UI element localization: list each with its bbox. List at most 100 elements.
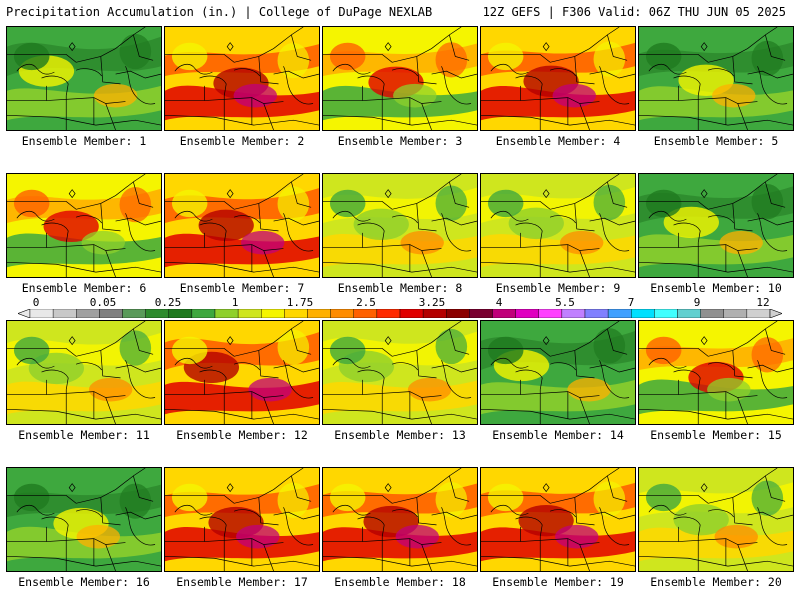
ensemble-member-label: Ensemble Member: 11 [18,428,150,442]
colorbar-segment [214,309,239,318]
ensemble-member-map-11[interactable] [6,320,162,425]
ensemble-member-label: Ensemble Member: 14 [492,428,624,442]
colorbar-segment [353,309,378,318]
ensemble-member-label: Ensemble Member: 1 [21,134,147,148]
ensemble-member-label: Ensemble Member: 7 [179,281,305,295]
ensemble-member-map-9[interactable] [480,173,636,278]
colorbar-min-arrow [18,309,31,318]
colorbar-segment [76,309,100,318]
ensemble-member-map-1[interactable] [6,26,162,131]
colorbar-segment [700,309,724,318]
colorbar-segment [515,309,539,318]
ensemble-member-map-14[interactable] [480,320,636,425]
colorbar-segment [607,309,632,318]
colorbar-segment [99,309,123,318]
colorbar-tick-label: 5.5 [555,296,575,309]
colorbar-tick-label: 2.5 [356,296,376,309]
colorbar-segment [746,309,771,318]
colorbar-tick-label: 3.25 [418,296,446,309]
precipitation-map [323,27,477,130]
ensemble-member-label: Ensemble Member: 3 [337,134,463,148]
precipitation-map [639,468,793,571]
colorbar-max-arrow [769,309,782,318]
precipitation-map [323,174,477,277]
precipitation-map [7,468,161,571]
ensemble-member-map-8[interactable] [322,173,478,278]
colorbar-segment [145,309,169,318]
ensemble-member-map-19[interactable] [480,467,636,572]
colorbar-segment [399,309,424,318]
ensemble-member-map-15[interactable] [638,320,794,425]
ensemble-member-map-17[interactable] [164,467,320,572]
ensemble-member-map-13[interactable] [322,320,478,425]
colorbar-tick-label: 1.75 [286,296,314,309]
ensemble-member-label: Ensemble Member: 8 [337,281,463,295]
precipitation-map [481,468,635,571]
colorbar-tick-label: 9 [693,296,701,309]
ensemble-member-label: Ensemble Member: 9 [495,281,621,295]
ensemble-member-label: Ensemble Member: 19 [492,575,624,589]
colorbar-segment [584,309,609,318]
precipitation-map [639,174,793,277]
ensemble-member-label: Ensemble Member: 16 [18,575,150,589]
precipitation-map [165,27,319,130]
colorbar-segment [376,309,401,318]
colorbar-segment [237,309,262,318]
ensemble-member-label: Ensemble Member: 5 [653,134,779,148]
ensemble-member-label: Ensemble Member: 20 [650,575,782,589]
colorbar-segment [723,309,748,318]
ensemble-member-label: Ensemble Member: 13 [334,428,466,442]
precipitation-map [481,321,635,424]
colorbar-segment [422,309,447,318]
ensemble-member-map-5[interactable] [638,26,794,131]
ensemble-member-label: Ensemble Member: 4 [495,134,621,148]
ensemble-member-map-6[interactable] [6,173,162,278]
colorbar-tick-label: 1 [231,296,239,309]
colorbar-segment [446,309,470,318]
colorbar-segment [677,309,701,318]
colorbar-segment [538,309,563,318]
model-valid-time: 12Z GEFS | F306 Valid: 06Z THU JUN 05 20… [482,5,786,19]
precipitation-map [7,321,161,424]
ensemble-member-map-2[interactable] [164,26,320,131]
colorbar-segment [29,309,54,318]
precipitation-colorbar [18,309,782,318]
colorbar-segment [330,309,354,318]
ensemble-member-map-18[interactable] [322,467,478,572]
precipitation-map [639,321,793,424]
precipitation-map [481,27,635,130]
ensemble-member-map-10[interactable] [638,173,794,278]
colorbar-segment [469,309,493,318]
ensemble-member-label: Ensemble Member: 2 [179,134,305,148]
ensemble-member-map-20[interactable] [638,467,794,572]
colorbar-segment [284,309,308,318]
colorbar-segment [52,309,77,318]
precipitation-map [7,27,161,130]
colorbar-tick-label: 0 [32,296,40,309]
colorbar-segment [191,309,216,318]
ensemble-member-map-4[interactable] [480,26,636,131]
precipitation-map [323,321,477,424]
ensemble-member-map-3[interactable] [322,26,478,131]
ensemble-member-map-12[interactable] [164,320,320,425]
ensemble-member-map-7[interactable] [164,173,320,278]
precipitation-map [165,321,319,424]
colorbar-segment [122,309,146,318]
colorbar-tick-label: 7 [627,296,635,309]
colorbar-tick-label: 0.25 [154,296,182,309]
ensemble-member-map-16[interactable] [6,467,162,572]
precipitation-map [165,468,319,571]
colorbar-segment [492,309,516,318]
ensemble-member-label: Ensemble Member: 18 [334,575,466,589]
ensemble-member-label: Ensemble Member: 15 [650,428,782,442]
colorbar-tick-label: 0.05 [89,296,117,309]
precipitation-map [7,174,161,277]
colorbar-segment [307,309,331,318]
colorbar-segment [631,309,655,318]
colorbar-segment [561,309,586,318]
map-title: Precipitation Accumulation (in.) | Colle… [6,5,433,19]
colorbar-tick-label: 12 [756,296,770,309]
colorbar-tick-label: 4 [495,296,503,309]
ensemble-member-label: Ensemble Member: 6 [21,281,147,295]
precipitation-map [481,174,635,277]
